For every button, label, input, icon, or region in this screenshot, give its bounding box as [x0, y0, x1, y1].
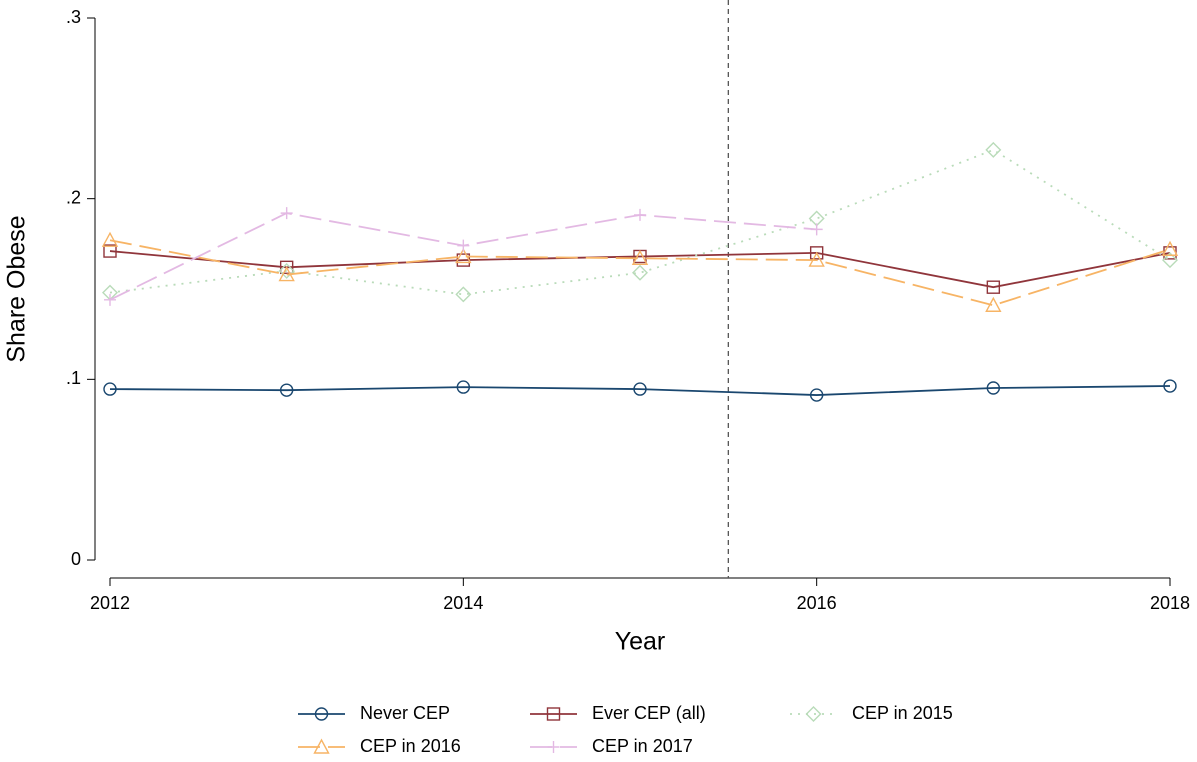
data-point: [632, 264, 648, 281]
data-point: [104, 293, 116, 306]
series-line: [109, 148, 1171, 296]
data-point: [809, 246, 824, 260]
data-point: [985, 141, 1002, 158]
y-tick-label: .3: [66, 7, 81, 27]
legend-marker: [805, 706, 822, 722]
data-point: [278, 266, 295, 282]
data-point: [280, 207, 293, 220]
data-point: [455, 248, 472, 264]
data-point: [986, 381, 1001, 395]
legend-marker: [547, 741, 560, 753]
data-point: [631, 249, 649, 265]
data-point: [279, 260, 294, 275]
data-point: [808, 251, 825, 267]
y-axis-title: Share Obese: [3, 215, 31, 362]
data-point: [633, 382, 647, 396]
legend-label: Ever CEP (all): [592, 703, 706, 723]
data-point: [457, 239, 470, 252]
x-tick-label: 2018: [1150, 593, 1190, 613]
data-point: [1163, 379, 1177, 393]
data-point: [278, 262, 295, 279]
data-point: [1162, 252, 1178, 269]
data-point: [986, 280, 1001, 294]
data-point: [101, 231, 119, 247]
x-tick-label: 2012: [90, 593, 130, 613]
series-line: [109, 250, 1171, 289]
data-point: [810, 223, 823, 236]
x-axis-title: Year: [615, 628, 666, 656]
x-tick-label: 2014: [443, 593, 483, 613]
series-line: [109, 385, 1171, 396]
data-point: [634, 208, 646, 221]
data-point: [455, 286, 472, 303]
y-tick-label: .2: [66, 187, 81, 207]
data-point: [456, 380, 471, 394]
y-tick-label: .1: [66, 368, 81, 388]
data-point: [103, 382, 117, 396]
data-point: [279, 383, 294, 397]
legend-marker: [546, 707, 561, 721]
data-point: [985, 296, 1002, 312]
data-point: [1161, 240, 1179, 256]
legend-label: CEP in 2015: [852, 703, 953, 723]
legend-marker: [314, 707, 329, 721]
legend-label: Never CEP: [360, 703, 450, 723]
legend-label: CEP in 2017: [592, 736, 693, 756]
x-tick-label: 2016: [797, 593, 837, 613]
data-point: [809, 388, 824, 402]
legend-label: CEP in 2016: [360, 736, 461, 756]
y-tick-label: 0: [71, 549, 81, 569]
data-point: [103, 244, 117, 258]
legend-marker: [313, 738, 330, 754]
